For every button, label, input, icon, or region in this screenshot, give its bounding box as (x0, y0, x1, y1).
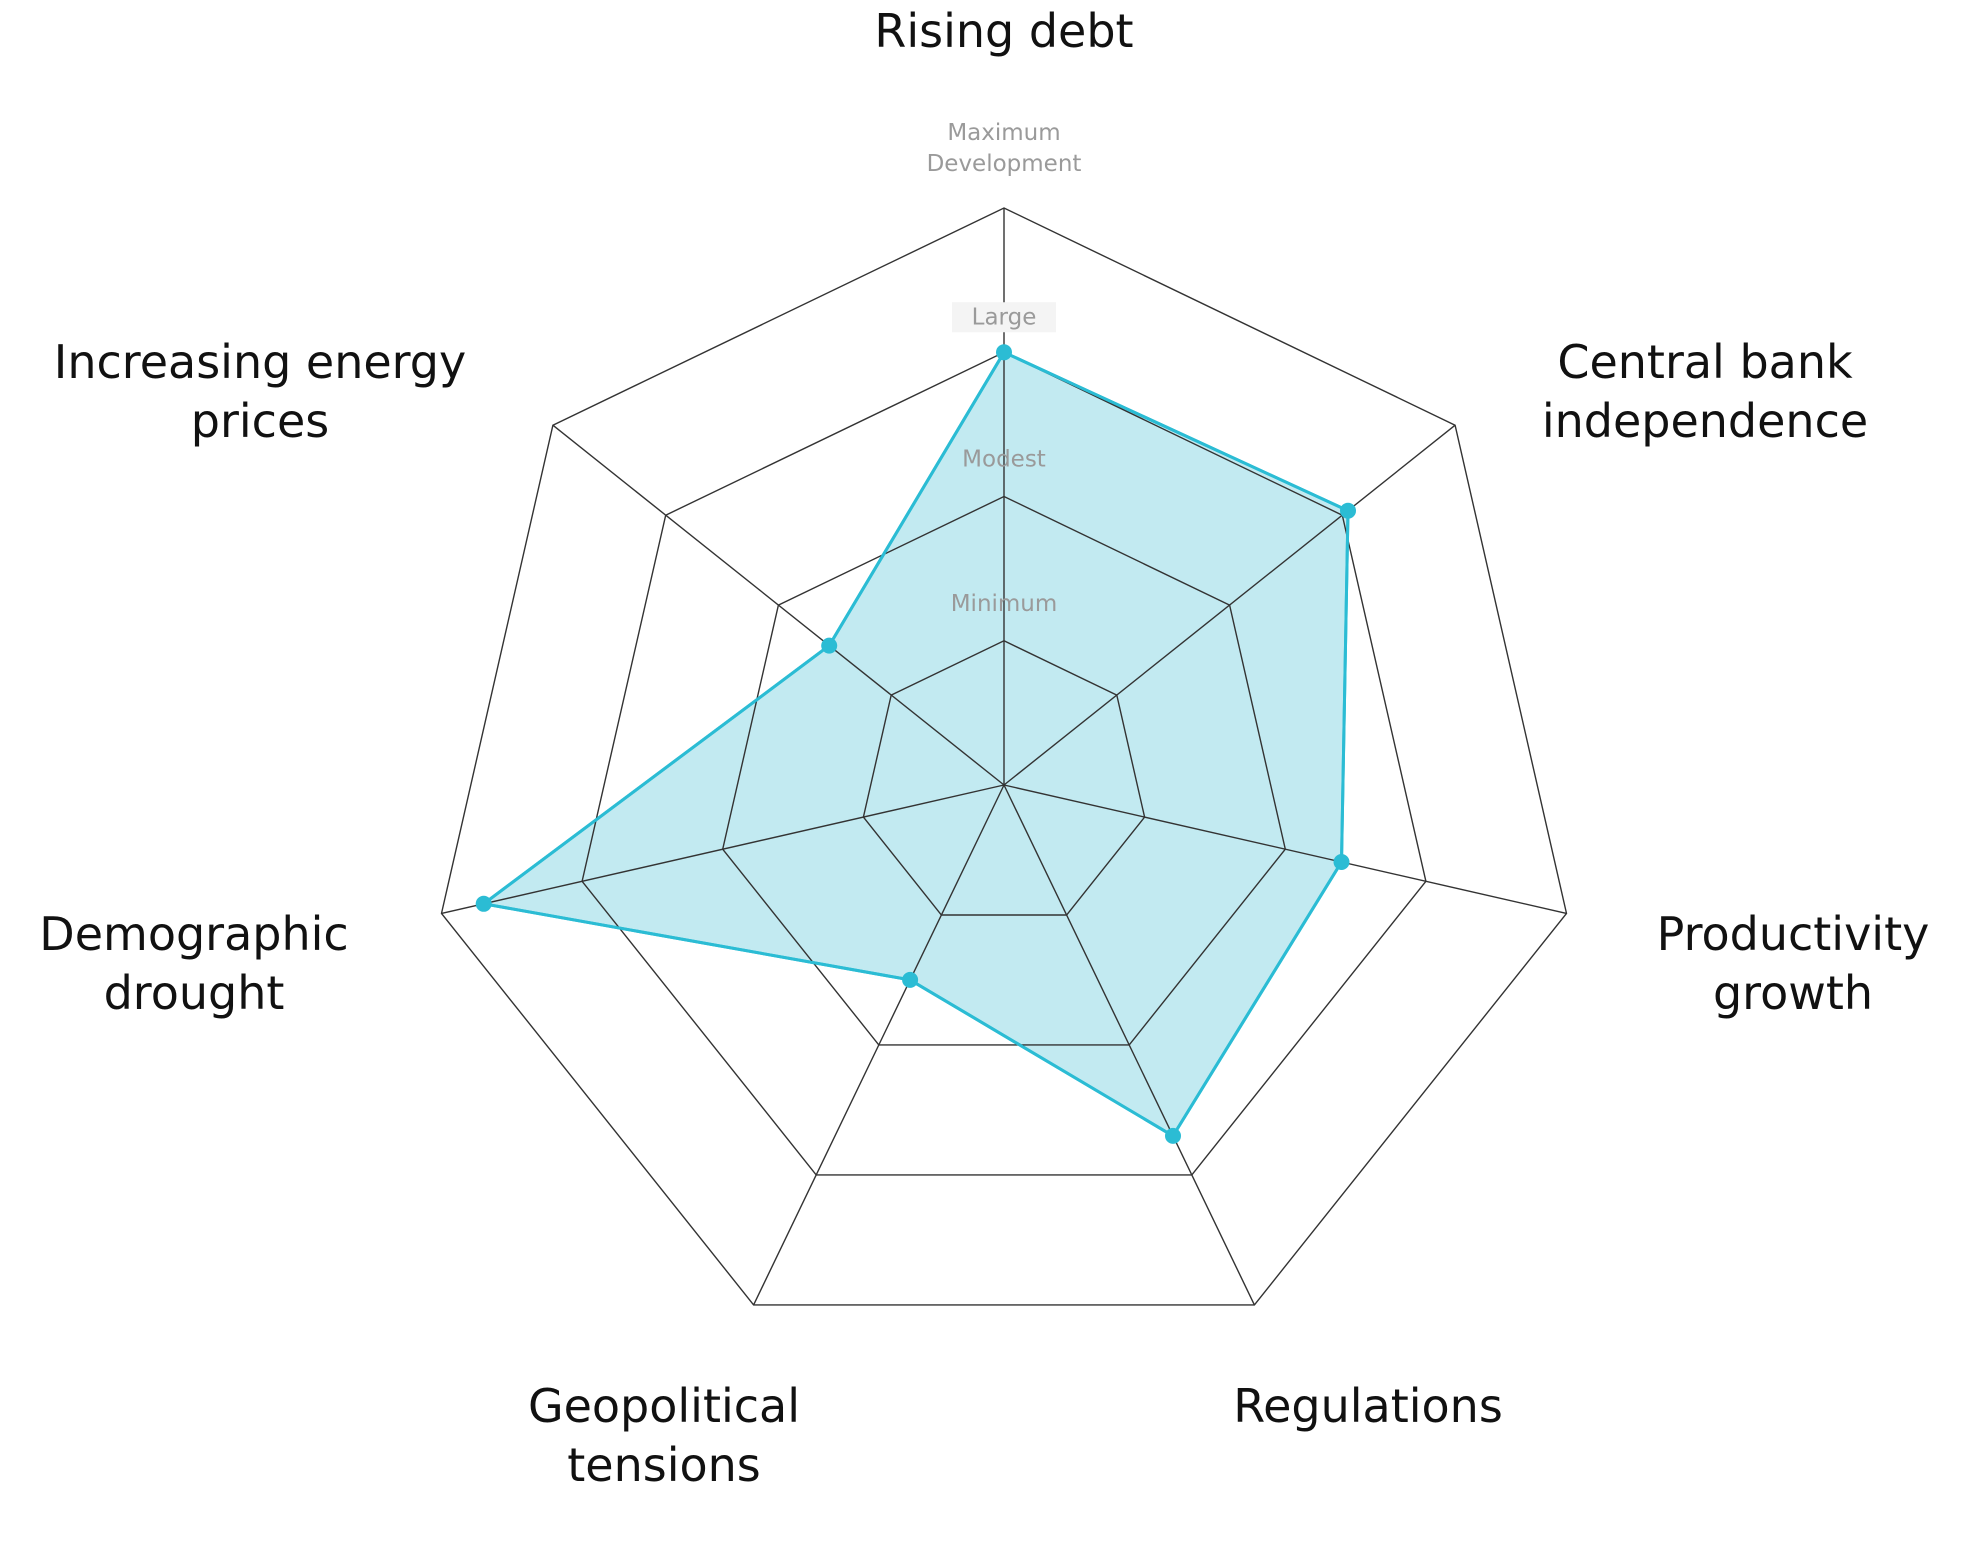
spoke-6 (441, 784, 1005, 915)
spoke-7 (552, 424, 1005, 786)
data-point-7 (821, 637, 838, 654)
level-label-text: Development (927, 151, 1082, 177)
spoke-4 (1003, 784, 1256, 1306)
data-points (475, 344, 1356, 1144)
level-label-text: Minimum (951, 591, 1058, 617)
grid-ring-2 (721, 495, 1287, 1046)
axis-label-2: Central bank independence (1542, 335, 1868, 448)
grid-ring-1 (862, 640, 1146, 916)
spoke-5 (752, 784, 1005, 1306)
axis-labels: Rising debt Central bank independence Produ… (39, 4, 1929, 1492)
axis-label-3: Productivity growth (1657, 907, 1930, 1020)
level-label-text: Maximum (947, 120, 1060, 146)
level-label-1: Minimum (951, 591, 1058, 617)
data-point-6 (475, 895, 492, 912)
axis-label-6: Demographic drought (39, 907, 348, 1020)
data-point-5 (902, 971, 919, 988)
level-label-bg (952, 302, 1056, 333)
data-point-2 (1340, 502, 1356, 519)
axis-label-4: Regulations (1233, 1379, 1503, 1433)
grid-layer (440, 207, 1568, 1306)
grid-ring-3 (581, 351, 1427, 1176)
level-label-3: Large (952, 302, 1056, 333)
level-label-2: Modest (962, 447, 1046, 473)
axis-label-5: Geopolitical tensions (528, 1379, 800, 1492)
level-label-4: Maximum Development (927, 120, 1082, 177)
level-label-text: Large (972, 304, 1037, 330)
spoke-2 (1003, 424, 1456, 786)
axis-label-1: Rising debt (874, 4, 1133, 58)
spoke-3 (1003, 784, 1567, 915)
data-point-4 (1165, 1127, 1181, 1144)
data-outline (482, 350, 1350, 1138)
level-label-text: Modest (962, 447, 1046, 473)
data-point-3 (1333, 854, 1350, 870)
grid-ring-4 (440, 207, 1568, 1306)
axis-label-7: Increasing energy prices (54, 335, 466, 448)
data-point-1 (996, 344, 1012, 361)
